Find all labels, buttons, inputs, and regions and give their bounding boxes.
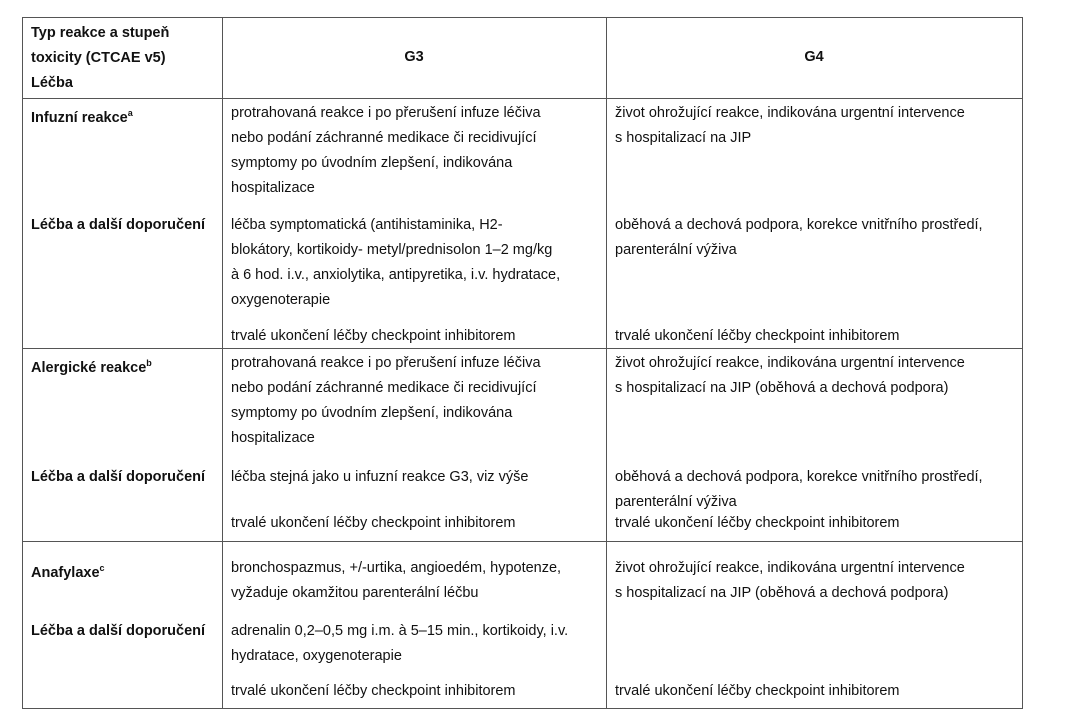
g3-discontinue: trvalé ukončení léčby checkpoint inhibit… (231, 683, 516, 699)
text-line: léčba stejná jako u infuzní reakce G3, v… (231, 469, 529, 485)
g3-treatment: adrenalin 0,2–0,5 mg i.m. à 5–15 min., k… (231, 619, 568, 669)
text-line: nebo podání záchranné medikace či recidi… (231, 380, 537, 396)
g4-discontinue: trvalé ukončení léčby checkpoint inhibit… (615, 515, 900, 531)
reaction-name: Infuzní reakcea (31, 101, 133, 131)
text-line: protrahovaná reakce i po přerušení infuz… (231, 355, 541, 371)
text-line: protrahovaná reakce i po přerušení infuz… (231, 105, 541, 121)
text-line: hospitalizace (231, 430, 315, 446)
border (22, 541, 1023, 542)
g3-description: protrahovaná reakce i po přerušení infuz… (231, 351, 541, 451)
text-line: vyžaduje okamžitou parenterální léčbu (231, 585, 479, 601)
g4-treatment: oběhová a dechová podpora, korekce vnitř… (615, 213, 983, 263)
text-line: život ohrožující reakce, indikována urge… (615, 560, 965, 576)
g4-description: život ohrožující reakce, indikována urge… (615, 351, 965, 401)
reaction-label: Anafylaxe (31, 565, 100, 581)
text-line: blokátory, kortikoidy- metyl/prednisolon… (231, 242, 553, 258)
g3-discontinue: trvalé ukončení léčby checkpoint inhibit… (231, 515, 516, 531)
border (22, 98, 1023, 99)
text-line: à 6 hod. i.v., anxiolytika, antipyretika… (231, 267, 561, 283)
border (22, 17, 1023, 18)
text-line: oběhová a dechová podpora, korekce vnitř… (615, 469, 983, 485)
g3-treatment: léčba symptomatická (antihistaminika, H2… (231, 213, 560, 313)
header-g4: G4 (804, 49, 824, 65)
g3-treatment: léčba stejná jako u infuzní reakce G3, v… (231, 465, 528, 490)
reaction-name: Anafylaxec (31, 556, 105, 586)
reaction-label: Alergické reakce (31, 360, 147, 376)
text-line: s hospitalizací na JIP (615, 130, 752, 146)
border (222, 17, 223, 709)
g3-description: protrahovaná reakce i po přerušení infuz… (231, 101, 541, 201)
text-line: adrenalin 0,2–0,5 mg i.m. à 5–15 min., k… (231, 623, 569, 639)
reaction-name: Alergické reakceb (31, 351, 152, 381)
text-line: život ohrožující reakce, indikována urge… (615, 355, 965, 371)
footnote-mark: c (99, 563, 105, 573)
g4-discontinue: trvalé ukončení léčby checkpoint inhibit… (615, 683, 900, 699)
header-line: Typ reakce a stupeň (31, 25, 170, 41)
footnote-mark: b (146, 358, 152, 368)
text-line: s hospitalizací na JIP (oběhová a dechov… (615, 380, 949, 396)
text-line: oxygenoterapie (231, 292, 331, 308)
treatment-label: Léčba a další doporučení (31, 217, 206, 233)
header-line: Léčba (31, 75, 73, 91)
g4-description: život ohrožující reakce, indikována urge… (615, 101, 965, 151)
text-line: hydratace, oxygenoterapie (231, 648, 402, 664)
header-g3: G3 (404, 49, 424, 65)
border (22, 348, 1023, 349)
treatment-label: Léčba a další doporučení (31, 623, 206, 639)
g3-discontinue: trvalé ukončení léčby checkpoint inhibit… (231, 328, 516, 344)
text-line: parenterální výživa (615, 242, 737, 258)
footnote-mark: a (127, 108, 133, 118)
header-line: toxicity (CTCAE v5) (31, 50, 166, 66)
border (22, 708, 1023, 709)
g3-description: bronchospazmus, +/-urtika, angioedém, hy… (231, 556, 561, 606)
border (22, 17, 23, 709)
border (1022, 17, 1023, 709)
text-line: život ohrožující reakce, indikována urge… (615, 105, 965, 121)
text-line: symptomy po úvodním zlepšení, indikována (231, 405, 513, 421)
text-line: s hospitalizací na JIP (oběhová a dechov… (615, 585, 949, 601)
reaction-label: Infuzní reakce (31, 110, 128, 126)
text-line: nebo podání záchranné medikace či recidi… (231, 130, 537, 146)
text-line: hospitalizace (231, 180, 315, 196)
text-line: léčba symptomatická (antihistaminika, H2… (231, 217, 503, 233)
g4-discontinue: trvalé ukončení léčby checkpoint inhibit… (615, 328, 900, 344)
treatment-label: Léčba a další doporučení (31, 469, 206, 485)
text-line: oběhová a dechová podpora, korekce vnitř… (615, 217, 983, 233)
text-line: bronchospazmus, +/-urtika, angioedém, hy… (231, 560, 562, 576)
text-line: parenterální výživa (615, 494, 737, 510)
g4-description: život ohrožující reakce, indikována urge… (615, 556, 965, 606)
g4-treatment: oběhová a dechová podpora, korekce vnitř… (615, 465, 983, 515)
text-line: symptomy po úvodním zlepšení, indikována (231, 155, 513, 171)
border (606, 17, 607, 709)
header-col1: Typ reakce a stupeň toxicity (CTCAE v5) … (31, 21, 169, 96)
